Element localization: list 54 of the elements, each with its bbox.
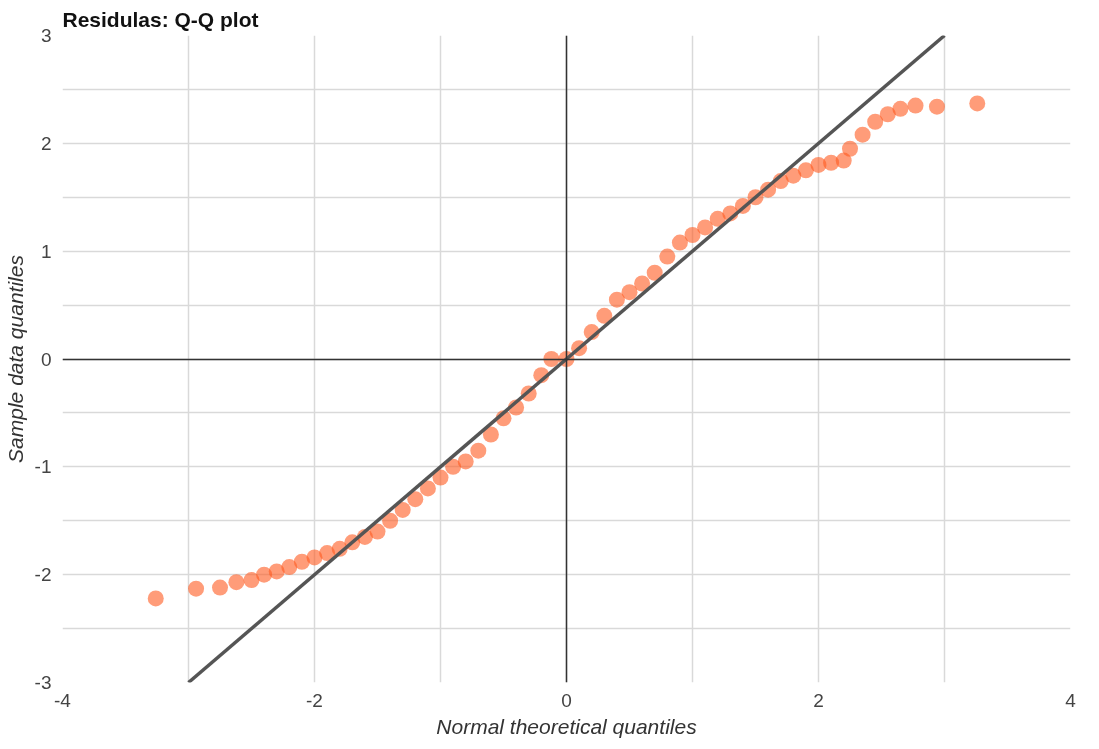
point <box>293 553 310 570</box>
point <box>596 307 613 324</box>
x-tick-label: 2 <box>813 689 824 711</box>
x-tick-label: 4 <box>1065 689 1077 711</box>
point <box>907 97 924 114</box>
y-tick-label: 1 <box>40 240 52 262</box>
point <box>407 491 424 508</box>
point <box>928 98 945 115</box>
point <box>621 284 638 301</box>
point <box>212 579 228 596</box>
point <box>659 248 676 265</box>
point <box>394 501 411 518</box>
point <box>671 234 688 251</box>
point <box>892 100 909 117</box>
point <box>306 549 323 566</box>
x-tick-label: -2 <box>306 689 323 711</box>
point <box>457 453 474 470</box>
point <box>634 275 651 292</box>
point <box>684 227 701 243</box>
y-tick-label: -2 <box>34 564 52 586</box>
point <box>281 559 298 576</box>
x-tick-label: 0 <box>561 689 572 711</box>
point <box>147 590 164 607</box>
chart-title: Residulas: Q-Q plot <box>62 7 259 31</box>
y-tick-label: 0 <box>40 348 52 370</box>
y-tick-label: 2 <box>40 132 52 154</box>
point <box>797 162 814 179</box>
point <box>419 480 436 497</box>
point <box>854 126 871 143</box>
point <box>369 523 386 540</box>
y-axis-title: Sample data quantiles <box>3 254 27 463</box>
point <box>835 152 852 169</box>
y-tick-label: -1 <box>34 456 52 478</box>
y-tick-label: -3 <box>34 672 52 693</box>
point <box>842 140 858 157</box>
point <box>608 291 625 308</box>
point <box>543 351 560 367</box>
point <box>697 219 714 236</box>
point <box>382 512 399 529</box>
point <box>646 264 663 281</box>
point <box>256 566 273 583</box>
point <box>432 469 449 486</box>
point <box>810 156 827 173</box>
point <box>879 106 896 123</box>
point <box>228 574 245 591</box>
point <box>243 572 260 589</box>
point <box>470 442 487 459</box>
point <box>867 113 884 130</box>
x-tick-label: -4 <box>54 689 72 711</box>
point <box>482 426 499 443</box>
x-axis-title: Normal theoretical quantiles <box>436 714 698 738</box>
point <box>969 95 986 112</box>
point <box>188 580 205 597</box>
y-tick-label: 3 <box>40 25 52 46</box>
